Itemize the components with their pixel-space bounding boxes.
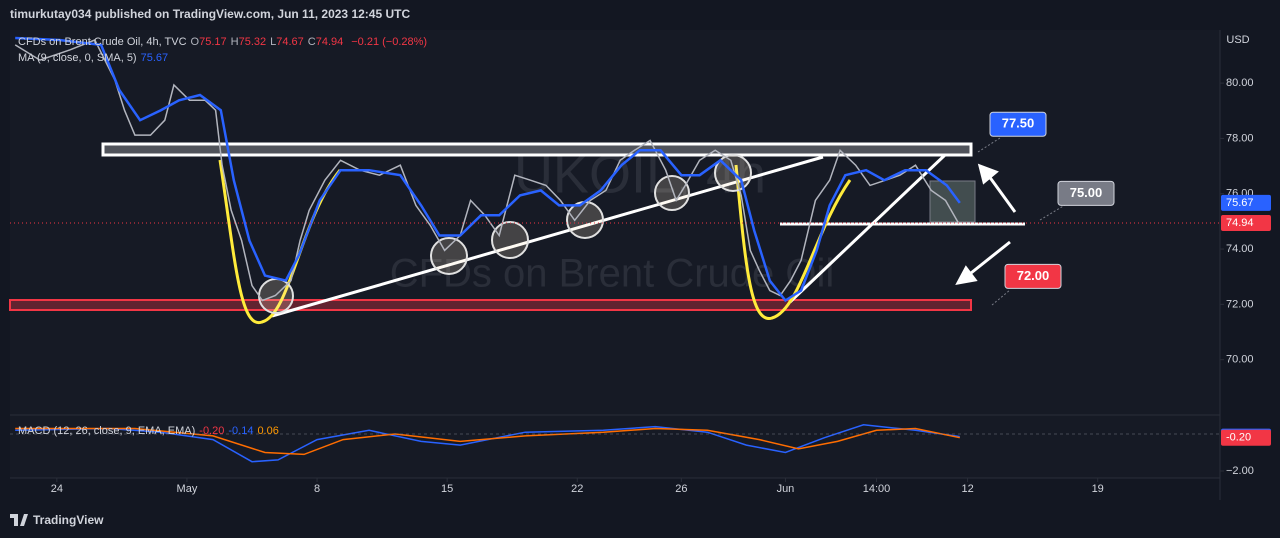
- ohlc-value: 75.32: [238, 36, 267, 48]
- callout-leader: [1039, 204, 1066, 221]
- macd-values: -0.20 -0.14 0.06: [199, 425, 283, 437]
- x-tick-label: 24: [51, 483, 63, 495]
- callout-leader: [977, 137, 1001, 153]
- y-tick-label: 74.00: [1226, 243, 1254, 255]
- level-callout: [989, 111, 1047, 137]
- x-tick-label: 22: [571, 483, 583, 495]
- legend-main: CFDs on Brent Crude Oil, 4h, TVC O75.17 H7…: [18, 36, 431, 48]
- circle-marker: [491, 221, 529, 259]
- level-callout: [1057, 180, 1115, 206]
- brand: TradingView: [33, 513, 104, 527]
- indicator-tag-label: -0.20: [1226, 432, 1251, 444]
- symbol-title: CFDs on Brent Crude Oil, 4h, TVC: [18, 36, 187, 48]
- circle-marker: [430, 237, 468, 275]
- price-tag-label: 75.67: [1226, 197, 1254, 209]
- y-tick-label: 72.00: [1226, 298, 1254, 310]
- series-line: [15, 36, 961, 303]
- trendline: [788, 153, 947, 304]
- macd-title: MACD (12, 26, close, 9, EMA, EMA): [18, 425, 196, 437]
- trendline: [271, 155, 824, 318]
- x-tick-label: Jun: [777, 483, 795, 495]
- y-tick-label: 70.00: [1226, 354, 1254, 366]
- x-tick-label: 14:00: [863, 483, 891, 495]
- x-tick-label: 19: [1092, 483, 1104, 495]
- arrow-down: [955, 240, 1011, 286]
- price-tag: [1221, 194, 1271, 211]
- currency: USD: [1226, 34, 1249, 46]
- indicator-tag: [1221, 429, 1271, 446]
- ohlc-key: O: [190, 36, 200, 48]
- x-tick-label: 12: [961, 483, 973, 495]
- level-callout-label: 72.00: [1017, 268, 1050, 283]
- ohlc-key: H: [230, 36, 239, 48]
- level-callout-label: 77.50: [1002, 116, 1035, 131]
- legend-macd: MACD (12, 26, close, 9, EMA, EMA) -0.20 -0…: [18, 425, 287, 437]
- x-tick-label: 15: [441, 483, 453, 495]
- circle-marker: [654, 175, 690, 211]
- y-tick-label: 78.00: [1226, 132, 1254, 144]
- macd-readout: 0.06: [257, 425, 279, 437]
- indicator-title: MA (9, close, 0, SMA, 5): [18, 52, 137, 64]
- x-tick-label: 8: [314, 483, 320, 495]
- level-callout: [1004, 263, 1062, 289]
- change: −0.21 (−0.28%): [351, 36, 428, 48]
- price-tag: [1221, 215, 1271, 232]
- support-zone: [9, 299, 972, 311]
- ohlc-key: C: [307, 36, 316, 48]
- indicator-value: 75.67: [140, 52, 169, 64]
- logo: [10, 514, 28, 526]
- y-tick-label: −2.00: [1226, 465, 1254, 477]
- series-line: [14, 39, 960, 302]
- ohlc-value: 74.67: [276, 36, 304, 48]
- ohlc-key: L: [270, 36, 277, 48]
- y-tick-label: 80.00: [1226, 77, 1254, 89]
- legend-ma: MA (9, close, 0, SMA, 5) 75.67: [18, 52, 172, 64]
- macd-readout: -0.20: [199, 425, 225, 437]
- publish-info: timurkutay034 published on TradingView.c…: [10, 7, 410, 21]
- arrow-up: [977, 163, 1017, 213]
- resistance-zone: [101, 142, 973, 157]
- macd-readout: -0.14: [228, 425, 254, 437]
- x-tick-label: 26: [675, 483, 687, 495]
- ohlc: O75.17 H75.32 L74.67 C74.94: [191, 36, 348, 48]
- projection-box: [929, 180, 976, 223]
- level-callout-label: 75.00: [1070, 185, 1103, 200]
- ohlc-value: 74.94: [315, 36, 344, 48]
- logo-icon: [10, 514, 28, 526]
- price-tag-label: 74.94: [1226, 217, 1254, 229]
- ohlc-value: 75.17: [199, 36, 227, 48]
- x-tick-label: May: [177, 483, 198, 495]
